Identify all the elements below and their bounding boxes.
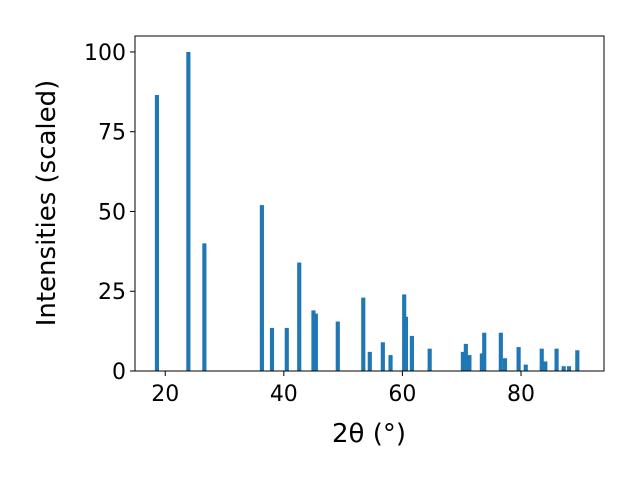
x-tick-label: 80 [507,382,535,407]
bar [367,351,372,371]
bar [403,316,409,371]
bar [361,297,366,371]
y-axis-label: Intensities (scaled) [32,80,62,327]
bar [388,355,393,371]
bar [566,366,572,371]
bar [554,348,559,371]
bar [516,347,521,371]
bar [335,321,340,371]
bar [154,95,160,372]
bar [259,205,264,371]
bar [479,353,484,371]
y-axis-ticks: 0 25 50 75 100 [84,41,135,385]
x-tick-label: 60 [388,382,416,407]
x-axis-ticks: 20 40 60 80 [151,371,535,407]
bar [427,348,432,371]
bar [380,342,385,371]
y-tick-label: 100 [84,41,126,66]
bar [202,243,207,371]
bar [575,350,580,371]
bar [498,332,503,371]
x-axis-label: 2θ (°) [332,419,406,449]
y-tick-label: 75 [98,121,126,146]
plot-area [135,36,604,371]
y-tick-label: 0 [112,360,126,385]
bar [313,313,318,371]
bar [409,335,414,371]
bar [311,310,316,371]
bar [460,351,465,371]
bar [186,51,191,371]
y-tick-label: 25 [98,280,126,305]
bar [502,358,508,371]
bar [269,327,275,371]
x-tick-label: 40 [270,382,298,407]
y-tick-label: 50 [98,200,126,225]
bar [482,332,487,371]
bar [523,364,528,371]
bar [539,348,544,371]
bars-group [154,51,580,372]
bar [463,343,468,371]
bar [297,262,302,371]
bar [467,355,472,371]
x-tick-label: 20 [151,382,179,407]
plot-frame [134,35,605,372]
bar [543,361,548,371]
bar [561,366,566,371]
bar [284,327,289,371]
